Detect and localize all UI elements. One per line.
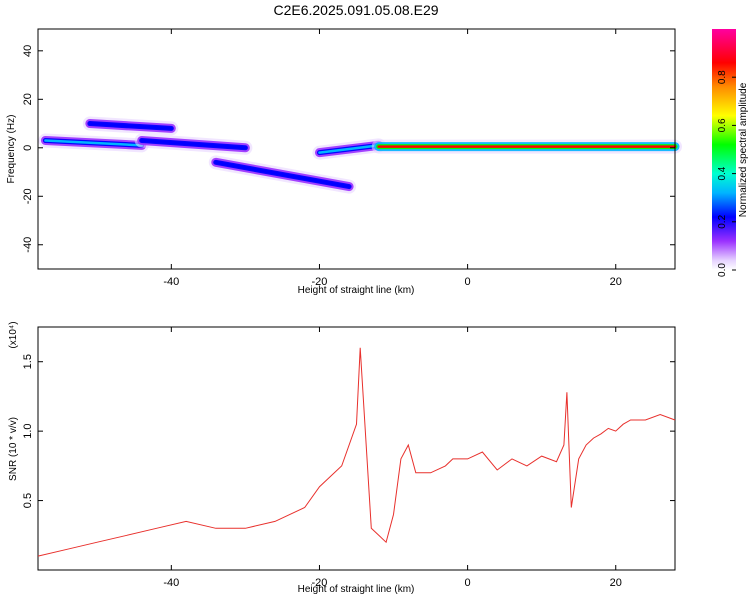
spectrogram-frame xyxy=(37,28,676,270)
spectrogram-y-axis-label: Frequency (Hz) xyxy=(6,115,17,184)
snr-y-axis-label: SNR (10 * v/v) xyxy=(8,417,19,481)
colorbar-tick-label: 0.8 xyxy=(717,70,728,84)
snr-y-multiplier: (x10⁴) xyxy=(8,321,19,348)
spectrogram-y-tick-label: -40 xyxy=(22,237,34,253)
snr-x-tick-label: 0 xyxy=(465,577,471,589)
spectrogram-ridge-1-layer-3 xyxy=(88,122,173,130)
spectrogram-y-tick-label: 0 xyxy=(22,145,34,151)
colorbar-label: Normalized spectral amplitude xyxy=(738,82,749,217)
colorbar-scale xyxy=(712,29,736,270)
spectrogram-y-tick-label: 40 xyxy=(22,45,34,57)
snr-y-tick-label: 1.0 xyxy=(22,423,34,438)
spectrogram-panel: -40 -20 0 20 -40 -20 0 20 40 Height of straight… xyxy=(6,28,682,296)
colorbar-ticks: 0.0 0.2 0.4 0.6 0.8 xyxy=(717,70,736,277)
figure-title: C2E6.2025.091.05.08.E29 xyxy=(273,2,438,18)
snr-y-tick-label: 1.5 xyxy=(22,354,34,369)
snr-series-line xyxy=(37,347,676,557)
snr-panel: -40 -20 0 20 0.5 1.0 1.5 Height of straight l… xyxy=(8,321,676,595)
snr-x-axis-label: Height of straight line (km) xyxy=(298,584,415,595)
spectrogram-x-axis-label: Height of straight line (km) xyxy=(298,285,415,296)
spectrogram-image xyxy=(38,116,682,194)
snr-frame xyxy=(37,326,676,571)
snr-x-tick-label: 20 xyxy=(610,577,622,589)
spectrogram-ridge-0-layer-3 xyxy=(44,139,143,147)
snr-x-tick-label: -40 xyxy=(163,577,179,589)
colorbar-tick-label: 0.4 xyxy=(717,166,728,180)
snr-y-tick-label: 0.5 xyxy=(22,493,34,508)
spectrogram-x-axis: -40 -20 0 20 xyxy=(163,29,622,288)
spectrogram-x-tick-label: 0 xyxy=(465,276,471,288)
snr-x-tick-label: -20 xyxy=(312,577,328,589)
spectrogram-y-tick-label: 20 xyxy=(22,93,34,105)
spectrogram-x-tick-label: -20 xyxy=(312,276,328,288)
colorbar-tick-label: 0.0 xyxy=(717,263,728,277)
spectrogram-ridge-4-layer-3 xyxy=(318,144,380,154)
colorbar-tick-label: 0.2 xyxy=(717,214,728,228)
snr-y-axis: 0.5 1.0 1.5 xyxy=(22,354,675,508)
spectrogram-ridge-3-layer-3 xyxy=(214,161,351,188)
snr-x-axis: -40 -20 0 20 xyxy=(163,327,622,589)
spectrogram-ridge-2-layer-3 xyxy=(140,139,247,150)
spectrogram-x-tick-label: -40 xyxy=(163,276,179,288)
spectrogram-y-tick-label: -20 xyxy=(22,188,34,204)
spectrogram-y-axis: -40 -20 0 20 40 xyxy=(22,45,675,253)
colorbar: 0.0 0.2 0.4 0.6 0.8 Normalized spectral ampl… xyxy=(712,29,749,277)
spectrogram-x-tick-label: 20 xyxy=(610,276,622,288)
colorbar-tick-label: 0.6 xyxy=(717,118,728,132)
